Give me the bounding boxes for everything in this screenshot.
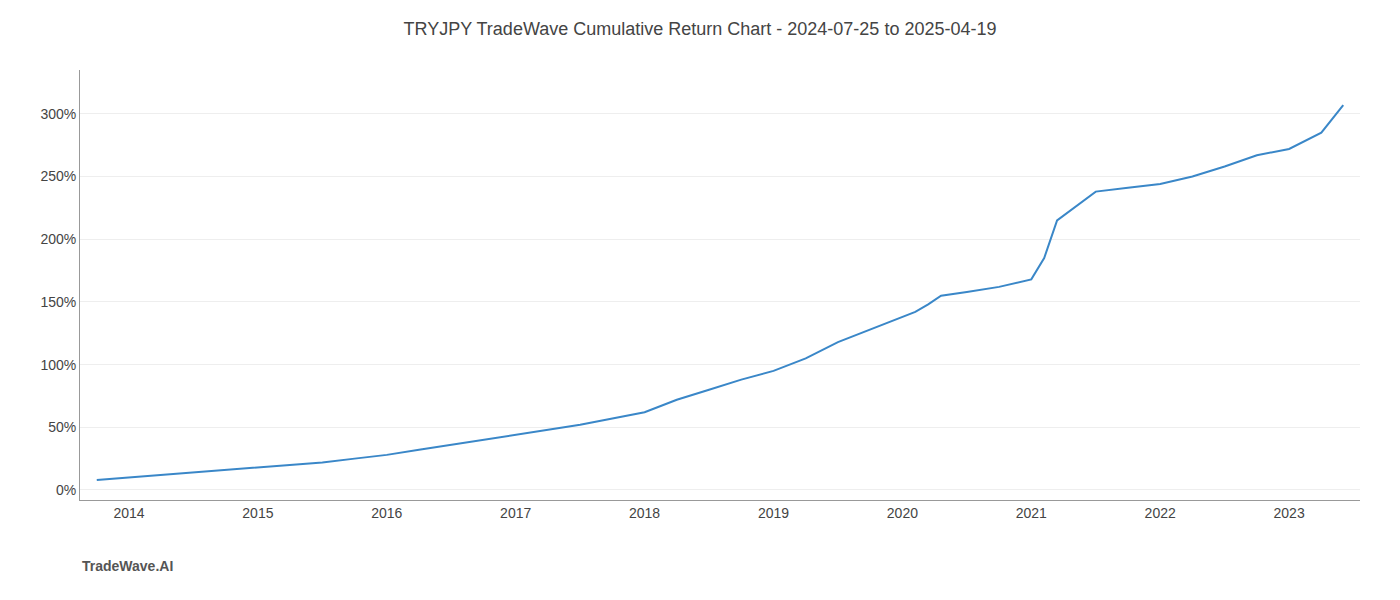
svg-text:0%: 0% — [56, 482, 76, 498]
svg-text:2018: 2018 — [629, 505, 660, 521]
svg-text:50%: 50% — [48, 419, 76, 435]
svg-text:300%: 300% — [40, 106, 76, 122]
svg-text:100%: 100% — [40, 357, 76, 373]
svg-text:2023: 2023 — [1274, 505, 1305, 521]
svg-text:2020: 2020 — [887, 505, 918, 521]
svg-text:2022: 2022 — [1145, 505, 1176, 521]
svg-text:2021: 2021 — [1016, 505, 1047, 521]
svg-text:150%: 150% — [40, 294, 76, 310]
svg-text:2017: 2017 — [500, 505, 531, 521]
svg-text:2019: 2019 — [758, 505, 789, 521]
svg-text:TRYJPY TradeWave Cumulative Re: TRYJPY TradeWave Cumulative Return Chart… — [404, 19, 997, 39]
svg-text:TradeWave.AI: TradeWave.AI — [82, 558, 173, 574]
svg-text:2016: 2016 — [371, 505, 402, 521]
svg-text:2014: 2014 — [113, 505, 144, 521]
svg-text:2015: 2015 — [242, 505, 273, 521]
svg-text:250%: 250% — [40, 168, 76, 184]
svg-text:200%: 200% — [40, 231, 76, 247]
